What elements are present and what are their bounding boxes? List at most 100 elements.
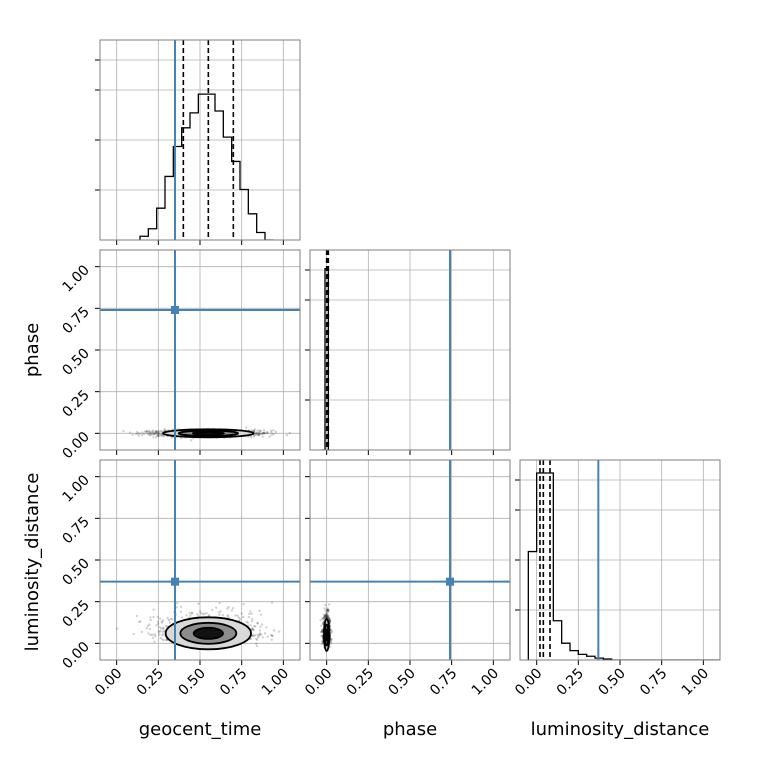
lumdist-vs-geocent-time-point: [250, 612, 253, 615]
lumdist-vs-geocent-time-point: [251, 634, 254, 638]
phase-vs-geocent-time-point: [261, 435, 265, 438]
lumdist-vs-phase-point: [324, 615, 328, 619]
lumdist-vs-geocent-time-point: [242, 602, 245, 606]
phase-vs-geocent-time-point: [135, 430, 139, 434]
phase-vs-geocent-time-point: [146, 432, 149, 436]
lumdist-vs-phase-point: [326, 613, 329, 616]
lumdist-vs-geocent-time-point: [132, 632, 135, 636]
phase-vs-geocent-time-point: [148, 430, 151, 434]
lumdist-vs-phase-point: [324, 615, 327, 618]
lumdist-vs-geocent-time-point: [217, 611, 221, 614]
phase-vs-geocent-time-point: [263, 432, 266, 435]
lumdist-vs-geocent-time-point: [158, 633, 161, 637]
phase-vs-geocent-time-point: [265, 431, 268, 434]
lumdist-vs-geocent-time-point: [165, 638, 168, 642]
phase-vs-geocent-time-point: [138, 432, 141, 435]
lumdist-vs-geocent-time-border: [99, 459, 301, 661]
phase-vs-geocent-time-point: [161, 434, 165, 438]
lumdist-vs-phase-point: [325, 616, 328, 619]
lumdist-vs-phase-point: [326, 610, 329, 613]
phase-vs-geocent-time-point: [263, 431, 266, 435]
lumdist-vs-geocent-time-point: [151, 633, 154, 636]
lumdist-vs-geocent-time-point: [270, 638, 273, 641]
phase-vs-geocent-time-point: [155, 432, 158, 435]
phase-vs-geocent-time-point: [288, 431, 291, 435]
lumdist-vs-geocent-time-point: [255, 642, 258, 645]
lumdist-vs-phase-point: [320, 630, 324, 633]
phase-vs-geocent-time-point: [142, 432, 146, 436]
lumdist-vs-geocent-time-point: [197, 602, 200, 605]
lumdist-vs-geocent-time-point: [175, 602, 179, 605]
phase-vs-geocent-time-point: [145, 430, 148, 433]
phase-vs-geocent-time-point: [154, 436, 158, 439]
lumdist-vs-phase-point: [320, 634, 324, 637]
lumdist-vs-geocent-time-point: [269, 633, 273, 637]
lumdist-vs-geocent-time-point: [156, 615, 160, 619]
lumdist-vs-phase-xtick-label: 1.00: [469, 666, 502, 699]
phase-vs-geocent-time-point: [150, 430, 154, 433]
lumdist-vs-phase-xtick-label: 0.50: [385, 666, 418, 699]
phase-vs-geocent-time-point: [262, 431, 266, 434]
lumdist-vs-phase-point: [319, 619, 322, 622]
lumdist-vs-geocent-time-point: [149, 618, 153, 622]
lumdist-vs-geocent-time-point: [260, 623, 264, 626]
lumdist-vs-geocent-time-point: [145, 626, 148, 630]
phase-vs-geocent-time-point: [143, 430, 147, 433]
lumdist-vs-geocent-time-point: [171, 618, 174, 621]
lumdist-vs-geocent-time-panel: 0.000.000.250.250.500.500.750.751.001.00: [59, 459, 301, 699]
lumdist-vs-geocent-time-point: [188, 611, 191, 615]
lumdist-vs-geocent-time-point: [158, 617, 162, 620]
phase-vs-geocent-time-point: [170, 436, 174, 439]
lumdist-vs-phase-xtick-label: 0.75: [427, 666, 460, 699]
lumdist-vs-phase-point: [329, 618, 332, 622]
lumdist-vs-phase-point: [329, 631, 333, 634]
phase-vs-geocent-time-point: [252, 429, 256, 432]
phase-vs-geocent-time-point: [149, 433, 152, 436]
lumdist-vs-phase-point: [326, 608, 329, 612]
hist-luminosity-distance-xtick-label: 0.50: [595, 666, 628, 699]
hist-luminosity-distance-xtick-label: 0.25: [554, 666, 587, 699]
phase-vs-geocent-time-point: [272, 432, 275, 436]
phase-vs-geocent-time-point: [146, 429, 149, 433]
lumdist-vs-phase-point: [326, 608, 330, 612]
lumdist-vs-phase-point: [321, 630, 324, 634]
lumdist-vs-geocent-time-point: [146, 624, 150, 628]
phase-vs-geocent-time-point: [163, 427, 166, 431]
phase-vs-geocent-time-point: [255, 432, 258, 435]
lumdist-vs-phase-point: [320, 630, 324, 633]
hist-geocent-time-border: [99, 39, 301, 241]
phase-vs-geocent-time-point: [274, 430, 278, 434]
lumdist-vs-geocent-time-ytick-label: 0.00: [59, 639, 92, 672]
lumdist-vs-geocent-time-point: [227, 606, 230, 609]
lumdist-vs-phase-point: [324, 614, 328, 618]
lumdist-vs-geocent-time-point: [246, 621, 250, 624]
hist-phase-panel: [305, 249, 511, 455]
phase-vs-geocent-time-point: [136, 432, 140, 435]
lumdist-vs-geocent-time-ytick-label: 0.25: [59, 597, 92, 630]
lumdist-vs-geocent-time-point: [211, 608, 214, 612]
phase-vs-geocent-time-point: [258, 429, 261, 432]
phase-vs-geocent-time-panel: 0.00 0.25 0.50 0.75 1.00: [59, 249, 301, 462]
lumdist-vs-geocent-time-point: [155, 624, 158, 627]
lumdist-vs-phase-xtick-label: 0.00: [302, 666, 335, 699]
lumdist-vs-geocent-time-point: [226, 615, 230, 618]
lumdist-vs-geocent-time-point: [259, 613, 263, 616]
phase-vs-geocent-time-point: [140, 433, 144, 437]
lumdist-vs-phase-point: [330, 640, 333, 643]
phase-vs-geocent-time-truth-marker: [171, 306, 179, 314]
lumdist-vs-geocent-time-point: [149, 616, 152, 619]
phase-vs-geocent-time-point: [155, 430, 159, 433]
lumdist-vs-geocent-time-point: [257, 634, 261, 638]
lumdist-vs-geocent-time-point: [251, 627, 254, 630]
lumdist-vs-phase-point: [323, 613, 326, 616]
phase-vs-geocent-time-point: [122, 429, 125, 433]
phase-vs-geocent-time-ytick-label: 1.00: [59, 262, 92, 295]
phase-vs-geocent-time-point: [145, 430, 148, 434]
lumdist-vs-geocent-time-point: [272, 629, 276, 632]
lumdist-vs-geocent-time-point: [253, 634, 256, 637]
lumdist-vs-phase-point: [325, 615, 329, 619]
lumdist-vs-phase-point: [324, 615, 327, 618]
phase-vs-geocent-time-point: [259, 429, 263, 433]
phase-vs-geocent-time-ytick-label: 0.50: [59, 346, 92, 379]
lumdist-vs-geocent-time-point: [236, 614, 239, 617]
